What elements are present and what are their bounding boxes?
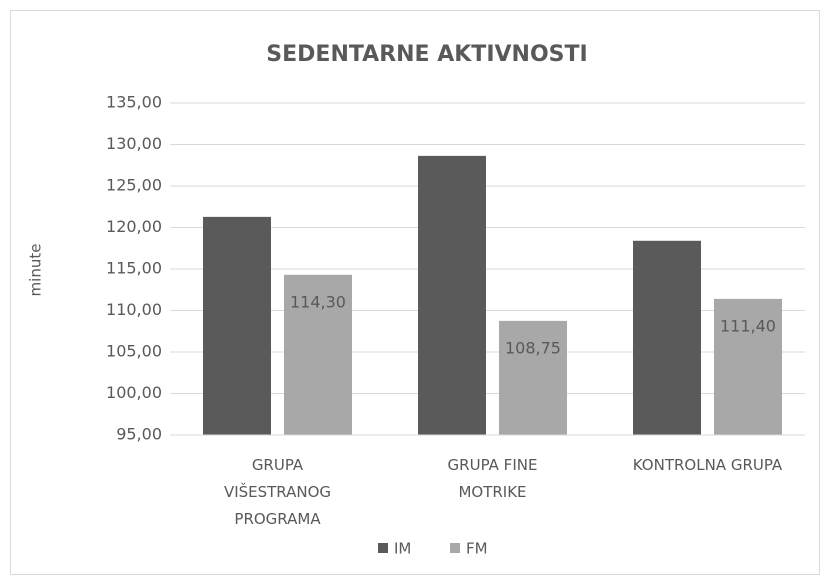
y-axis-title: minute xyxy=(27,244,45,297)
x-tick-label: GRUPA FINE MOTRIKE xyxy=(448,456,538,501)
y-tick-label: 110,00 xyxy=(106,300,162,319)
y-tick-label: 105,00 xyxy=(106,342,162,361)
legend-swatch xyxy=(450,543,460,553)
bar xyxy=(418,155,486,435)
bar xyxy=(633,240,701,435)
bar xyxy=(499,320,567,435)
y-tick-label: 135,00 xyxy=(106,93,162,112)
legend-label: IM xyxy=(394,540,411,558)
bar xyxy=(203,216,271,435)
data-label: 108,75 xyxy=(505,338,561,357)
data-label: 111,40 xyxy=(720,316,776,335)
y-tick-label: 120,00 xyxy=(106,217,162,236)
y-tick-label: 130,00 xyxy=(106,134,162,153)
x-tick-label: GRUPA VIŠESTRANOG PROGRAMA xyxy=(224,456,331,528)
data-label: 114,30 xyxy=(290,292,346,311)
data-label: 128,63 xyxy=(424,173,480,192)
legend-label: FM xyxy=(466,540,488,558)
y-tick-label: 95,00 xyxy=(116,425,162,444)
y-tick-label: 125,00 xyxy=(106,176,162,195)
bar xyxy=(714,298,782,435)
data-label: 118,40 xyxy=(639,258,695,277)
bar xyxy=(284,274,352,435)
legend-swatch xyxy=(378,543,388,553)
x-tick-label: KONTROLNA GRUPA xyxy=(633,456,783,474)
data-label: 121,28 xyxy=(209,234,265,253)
y-tick-label: 115,00 xyxy=(106,259,162,278)
y-tick-label: 100,00 xyxy=(106,383,162,402)
chart-title: SEDENTARNE AKTIVNOSTI xyxy=(266,42,587,67)
